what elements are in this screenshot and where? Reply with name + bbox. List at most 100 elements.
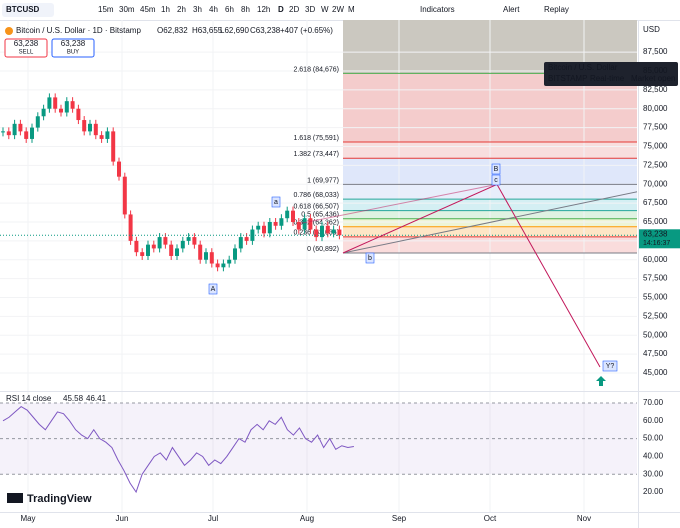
rsi-label: 40.00 <box>643 452 664 461</box>
fib-label: 1 (69,977) <box>307 177 339 184</box>
candle <box>256 225 261 230</box>
candle <box>175 248 179 256</box>
interval[interactable]: 3h <box>193 5 202 14</box>
buy-button[interactable] <box>51 38 95 58</box>
candle <box>35 116 40 128</box>
interval[interactable]: 8h <box>241 5 250 14</box>
candle <box>64 101 69 113</box>
candle <box>215 263 220 268</box>
buy-price[interactable]: 63,238 <box>61 39 86 48</box>
price-label: 50,000 <box>643 330 668 339</box>
sell-label[interactable]: SELL <box>19 50 34 56</box>
price-label: 67,500 <box>643 198 668 207</box>
interval[interactable]: 2D <box>289 5 299 14</box>
legend-title: Bitcoin / U.S. Dollar · 1D · Bitstamp <box>16 26 141 35</box>
rsi-label: 70.00 <box>643 398 664 407</box>
interval[interactable]: W <box>321 5 329 14</box>
fib-label: 1.618 (75,591) <box>293 135 339 142</box>
candle <box>244 237 249 241</box>
sell-button[interactable] <box>4 38 48 58</box>
wave-box <box>208 283 218 295</box>
symbol[interactable]: BTCUSD <box>6 5 40 14</box>
rsi-ma: 46.41 <box>86 394 107 403</box>
fib-label: 0.618 (66,507) <box>293 203 339 210</box>
price-label: 60,000 <box>643 255 668 264</box>
interval[interactable]: D <box>278 5 284 14</box>
current-price-tag <box>639 229 680 249</box>
candle <box>227 259 232 264</box>
interval[interactable]: 12h <box>257 5 270 14</box>
interval[interactable]: 2h <box>177 5 186 14</box>
legend-low: L62,690 <box>220 26 249 35</box>
time-label: Aug <box>300 514 314 523</box>
price-label: 65,000 <box>643 217 668 226</box>
candle <box>314 229 319 238</box>
interval[interactable]: 1h <box>161 5 170 14</box>
candle <box>285 210 290 219</box>
candle <box>53 97 58 109</box>
wave-box <box>491 174 501 186</box>
interval[interactable]: 45m <box>140 5 156 14</box>
rsi-title: RSI 14 close <box>6 394 52 403</box>
buy-label[interactable]: BUY <box>67 50 79 56</box>
fib-label: 2.618 (84,676) <box>293 66 339 73</box>
candle <box>93 123 98 136</box>
candle <box>117 161 121 177</box>
indicators[interactable]: Indicators <box>420 5 455 14</box>
interval[interactable]: 30m <box>119 5 135 14</box>
candle <box>24 131 29 139</box>
interval[interactable]: 2W <box>332 5 344 14</box>
candle <box>331 229 336 234</box>
time-label: Jun <box>116 514 129 523</box>
currency: USD <box>643 25 660 34</box>
price-label: 47,500 <box>643 349 668 358</box>
price-label: 72,500 <box>643 160 668 169</box>
interval[interactable]: 3D <box>305 5 315 14</box>
tooltip-title: Bitcoin / U.S. Dollar <box>548 63 618 72</box>
interval[interactable]: 4h <box>209 5 218 14</box>
rsi-label: 20.00 <box>643 487 664 496</box>
trend-line <box>342 191 638 254</box>
wave-label: B <box>494 166 499 173</box>
candle <box>41 108 46 117</box>
fib-label: 1.382 (73,447) <box>293 151 339 158</box>
candle <box>325 225 330 234</box>
time-label: May <box>20 514 35 523</box>
countdown: 14:16:37 <box>643 240 670 247</box>
candle <box>273 221 278 226</box>
candle <box>12 123 17 136</box>
candle <box>337 229 342 236</box>
tooltip-exchange: BITSTAMP <box>548 74 587 83</box>
arrow-up <box>596 376 606 386</box>
sell-price[interactable]: 63,238 <box>14 39 39 48</box>
candle <box>320 225 324 238</box>
candle <box>262 225 266 234</box>
interval[interactable]: 6h <box>225 5 234 14</box>
price-label: 75,000 <box>643 142 668 151</box>
candle <box>157 237 162 249</box>
time-label: Nov <box>577 514 591 523</box>
tooltip-realtime: Real-time <box>590 74 625 83</box>
tooltip-status: Market open <box>631 74 675 83</box>
fib-label: 0.382 (64,362) <box>293 220 339 227</box>
symbol-box[interactable] <box>2 3 54 17</box>
interval[interactable]: M <box>348 5 355 14</box>
candle <box>296 221 301 230</box>
candle <box>291 210 295 222</box>
price-label: 52,500 <box>643 311 668 320</box>
price-label: 57,500 <box>643 274 668 283</box>
candle <box>151 244 156 249</box>
time-label: Jul <box>208 514 218 523</box>
tooltip <box>544 62 678 86</box>
fib-label: 0.786 (68,033) <box>293 192 339 199</box>
candle <box>204 252 208 260</box>
wave-label: a <box>274 199 278 206</box>
alert[interactable]: Alert <box>503 5 520 14</box>
price-label: 70,000 <box>643 179 668 188</box>
interval[interactable]: 15m <box>98 5 114 14</box>
wave-label: c <box>494 177 498 184</box>
candle <box>105 131 110 139</box>
price-label: 82,500 <box>643 85 668 94</box>
legend-open: O62,832 <box>157 26 188 35</box>
replay[interactable]: Replay <box>544 5 569 14</box>
